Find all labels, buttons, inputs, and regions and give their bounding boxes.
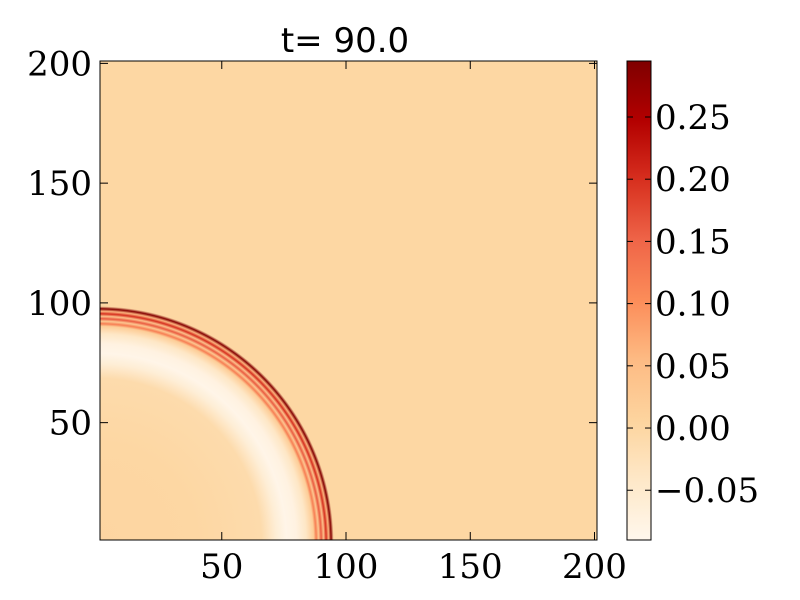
colorbar-tick-label: −0.05	[655, 471, 759, 511]
y-axis-ticks: 50 100 150 200	[27, 44, 597, 444]
title: t= 90.0	[281, 21, 409, 61]
colorbar-bar	[626, 60, 652, 541]
x-tick-label: 50	[200, 547, 243, 587]
colorbar-tick-label: 0.25	[655, 98, 731, 138]
colorbar-tick-label: 0.15	[655, 222, 731, 262]
x-tick-label: 200	[562, 547, 627, 587]
y-tick-label: 100	[27, 284, 92, 324]
colorbar-tick-label: 0.10	[655, 285, 731, 325]
x-tick-label: 100	[314, 547, 379, 587]
x-tick-label: 150	[438, 547, 503, 587]
y-tick-label: 50	[49, 404, 92, 444]
y-tick-label: 150	[27, 164, 92, 204]
x-axis-ticks: 50 100 150 200	[200, 61, 627, 587]
plot-frame	[99, 60, 598, 541]
heatmap-field	[100, 61, 597, 540]
colorbar-tick-label: 0.00	[655, 409, 731, 449]
plot-area: 50 100 150 200 50 100 150 200	[27, 44, 627, 587]
colorbar-ticks: −0.05 0.00 0.05 0.10 0.15 0.20 0.25	[627, 98, 759, 511]
chart-title: t= 90.0	[281, 21, 409, 61]
y-tick-label: 200	[27, 44, 92, 84]
colorbar-tick-label: 0.05	[655, 347, 731, 387]
colorbar: −0.05 0.00 0.05 0.10 0.15 0.20 0.25	[626, 60, 759, 541]
colorbar-tick-label: 0.20	[655, 160, 731, 200]
